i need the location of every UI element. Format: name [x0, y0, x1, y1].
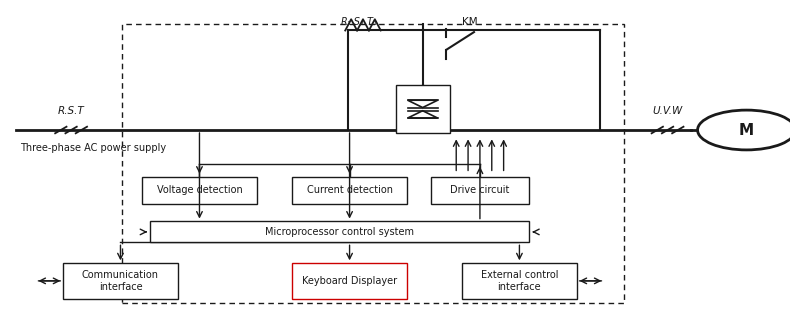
Bar	[122, 24, 624, 303]
Text: Microprocessor control system: Microprocessor control system	[265, 227, 414, 237]
Text: Three-phase AC power supply: Three-phase AC power supply	[20, 143, 166, 153]
Circle shape	[698, 110, 790, 150]
Bar	[63, 263, 178, 299]
Text: Current detection: Current detection	[307, 185, 393, 195]
Bar	[142, 177, 257, 204]
Text: R.S.T: R.S.T	[58, 106, 85, 116]
Bar	[431, 177, 529, 204]
Bar	[292, 263, 407, 299]
Text: Voltage detection: Voltage detection	[156, 185, 243, 195]
Bar	[292, 177, 407, 204]
Text: Drive circuit: Drive circuit	[450, 185, 510, 195]
Bar	[150, 221, 529, 242]
Bar	[462, 263, 577, 299]
Text: U.V.W: U.V.W	[653, 106, 683, 116]
Bar	[396, 85, 450, 133]
Text: Keyboard Displayer: Keyboard Displayer	[302, 276, 397, 286]
Text: External control
interface: External control interface	[480, 270, 559, 292]
Text: KM: KM	[462, 17, 478, 27]
Text: M: M	[739, 123, 754, 137]
Text: R₁.S₁.T₁: R₁.S₁.T₁	[341, 17, 378, 27]
Text: Communication
interface: Communication interface	[82, 270, 159, 292]
